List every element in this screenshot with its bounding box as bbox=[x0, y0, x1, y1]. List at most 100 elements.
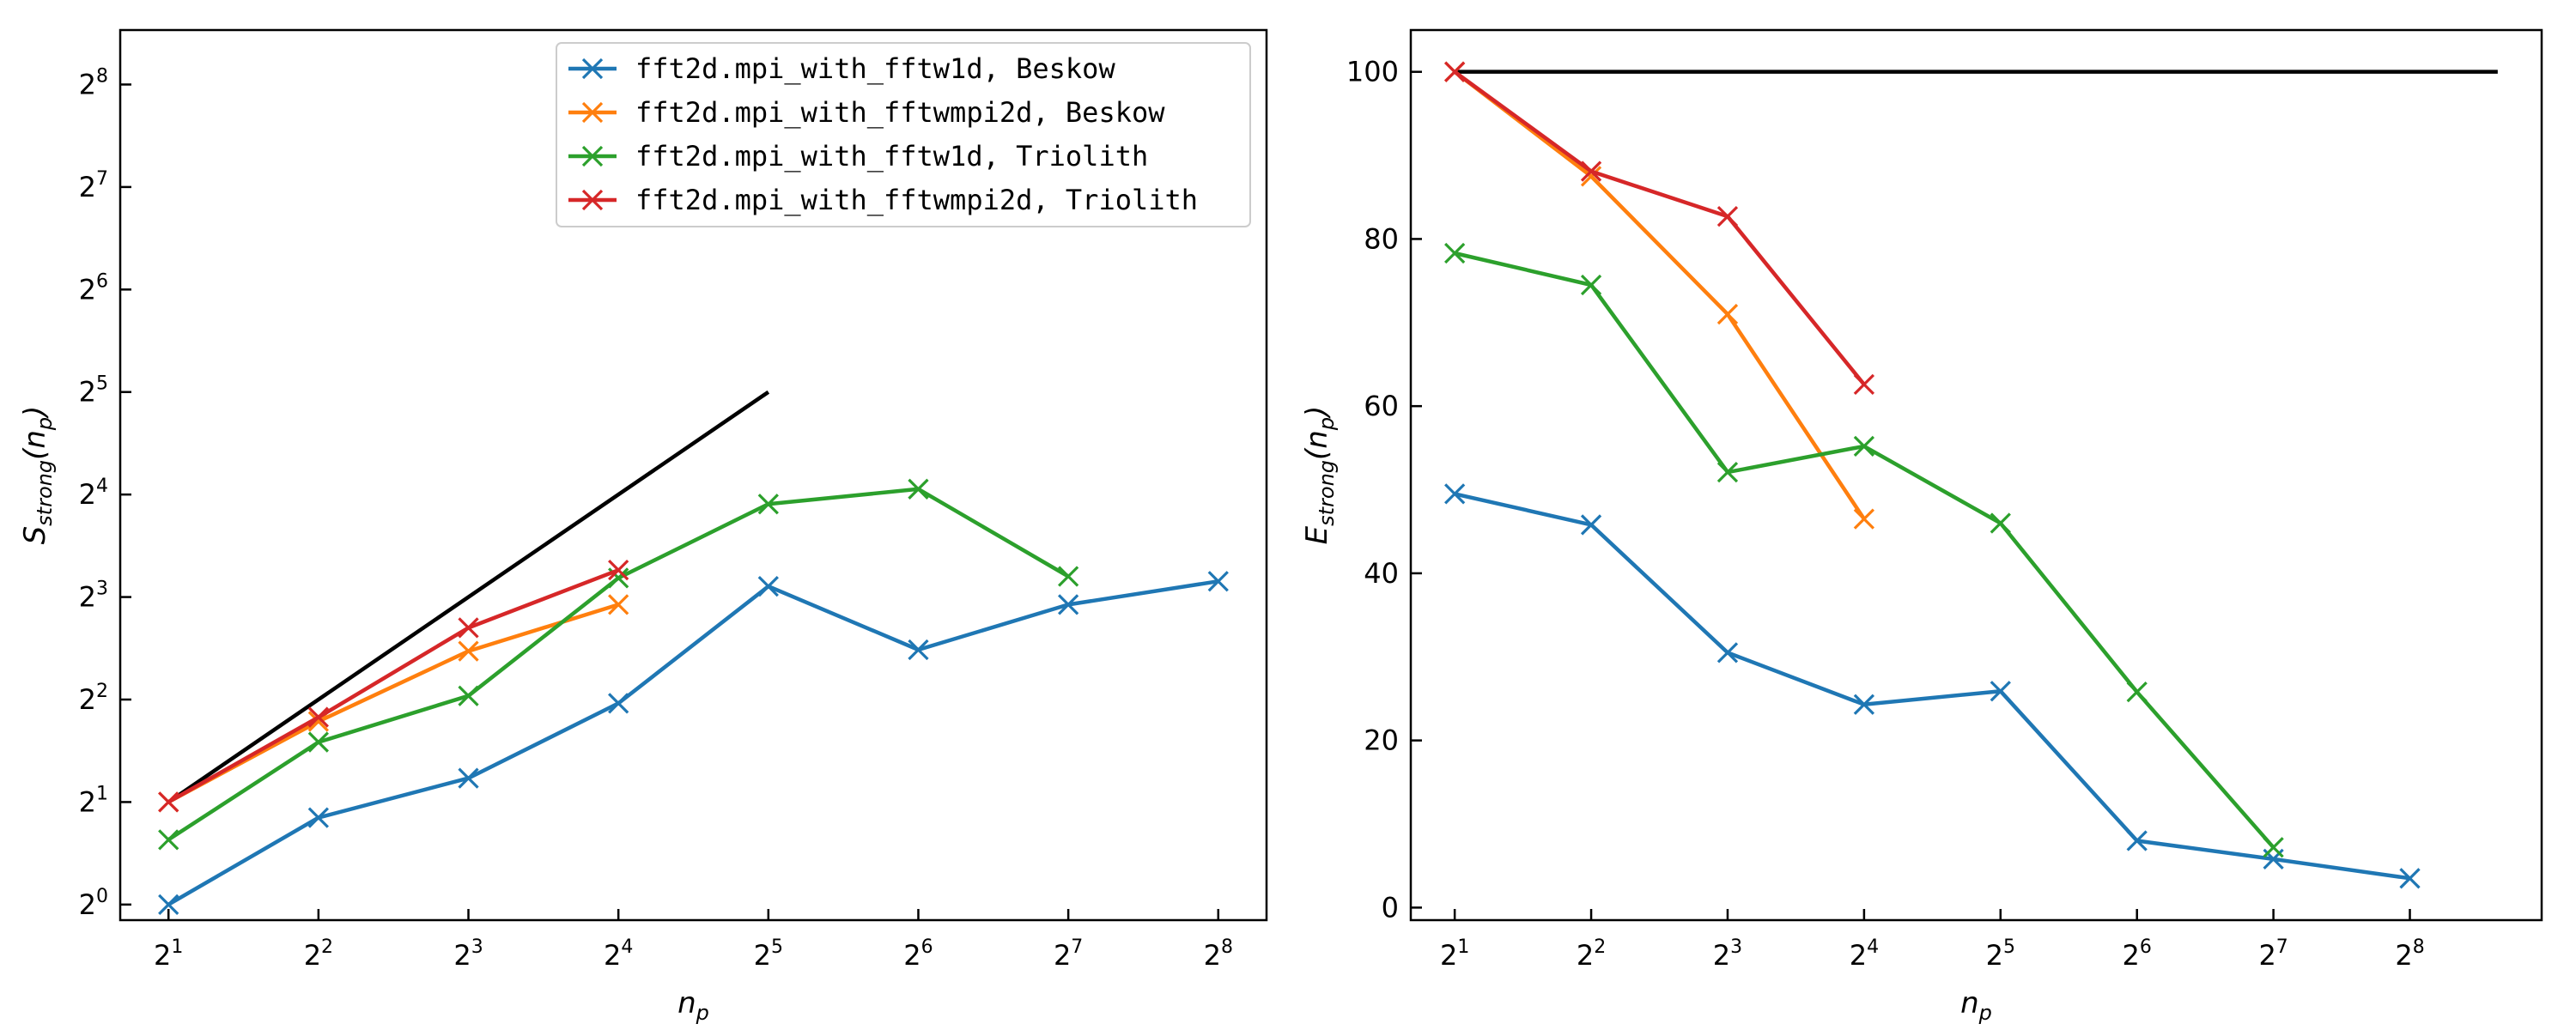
legend-entry-label: fft2d.mpi_with_fftwmpi2d, Beskow bbox=[635, 96, 1165, 129]
left-y-tick-label: 28 bbox=[79, 65, 108, 100]
left-data-point bbox=[458, 640, 479, 662]
right-data-point bbox=[1580, 274, 1602, 296]
left-x-tick-label: 25 bbox=[754, 936, 783, 972]
left-data-point bbox=[307, 731, 330, 753]
left-y-axis-label: Sstrong(np) bbox=[18, 406, 57, 545]
right-data-point bbox=[2399, 868, 2421, 889]
right-axes-frame bbox=[1409, 28, 2543, 922]
left-data-point bbox=[158, 791, 179, 813]
right-data-point bbox=[2263, 837, 2284, 858]
left-data-point bbox=[307, 807, 330, 828]
right-chart-panel: 21 22 23 24 25 26 27 28 0 20 40 60 80 100 np Estrong(np… bbox=[1300, 28, 2543, 1025]
left-x-tick-label: 21 bbox=[154, 936, 183, 972]
left-data-point bbox=[757, 494, 779, 515]
left-data-point bbox=[1207, 571, 1229, 592]
left-data-point bbox=[608, 594, 629, 615]
right-x-tick-label: 25 bbox=[1986, 936, 2015, 972]
right-y-tick-label: 60 bbox=[1364, 390, 1399, 422]
legend-swatch-marker bbox=[581, 101, 604, 124]
right-data-point bbox=[1444, 61, 1466, 82]
right-data-point bbox=[1716, 642, 1739, 663]
right-data-point bbox=[1580, 514, 1602, 536]
left-data-point bbox=[608, 693, 629, 714]
left-data-point bbox=[608, 560, 629, 581]
right-data-point bbox=[1580, 161, 1602, 182]
right-y-tick-label: 40 bbox=[1364, 557, 1399, 590]
right-y-tick-label: 80 bbox=[1364, 222, 1399, 255]
right-y-tick-label: 20 bbox=[1364, 724, 1399, 757]
right-data-point bbox=[1580, 166, 1602, 187]
right-x-tick-label: 23 bbox=[1713, 936, 1742, 972]
left-x-axis-label: np bbox=[677, 986, 709, 1025]
right-data-point bbox=[1444, 242, 1466, 264]
right-data-point bbox=[1716, 206, 1739, 227]
left-ideal-reference-line bbox=[167, 390, 770, 804]
left-series-3 bbox=[158, 560, 629, 813]
right-data-point bbox=[1853, 694, 1875, 715]
left-series-2 bbox=[158, 478, 1079, 851]
left-y-tick-label: 26 bbox=[79, 270, 108, 306]
left-y-tick-label: 24 bbox=[79, 476, 108, 511]
right-data-point bbox=[1716, 461, 1739, 483]
right-data-point bbox=[1853, 508, 1875, 530]
right-x-tick-label: 28 bbox=[2395, 936, 2424, 972]
left-data-point bbox=[458, 767, 479, 789]
right-data-point bbox=[1853, 435, 1875, 457]
right-data-point bbox=[2126, 682, 2148, 703]
left-x-tick-label: 28 bbox=[1204, 936, 1233, 972]
left-x-tick-label: 24 bbox=[604, 936, 633, 972]
right-series-3 bbox=[1444, 61, 1875, 395]
left-y-tick-label: 25 bbox=[79, 373, 108, 409]
left-series-line bbox=[167, 603, 619, 804]
right-x-tick-label: 22 bbox=[1577, 936, 1606, 972]
left-data-point bbox=[158, 894, 179, 915]
right-data-point bbox=[1990, 512, 2011, 534]
right-y-tick-label: 0 bbox=[1382, 891, 1399, 924]
right-x-tick-label: 21 bbox=[1440, 936, 1469, 972]
right-data-point bbox=[1990, 681, 2011, 702]
left-x-tick-label: 22 bbox=[304, 936, 333, 972]
legend-entry-label: fft2d.mpi_with_fftwmpi2d, Triolith bbox=[635, 184, 1198, 216]
left-y-tick-label: 23 bbox=[79, 579, 108, 614]
right-x-tick-label: 24 bbox=[1850, 936, 1879, 972]
legend-box bbox=[556, 42, 1251, 227]
left-data-point bbox=[757, 575, 779, 597]
left-data-point bbox=[458, 685, 479, 706]
legend-entry-label: fft2d.mpi_with_fftw1d, Beskow bbox=[635, 52, 1115, 85]
left-data-point bbox=[1057, 594, 1079, 615]
left-x-tick-label: 27 bbox=[1054, 936, 1083, 972]
right-data-point bbox=[2126, 830, 2148, 851]
legend-entry-label: fft2d.mpi_with_fftw1d, Triolith bbox=[635, 140, 1148, 173]
right-series-line bbox=[1454, 492, 2410, 881]
left-data-point bbox=[458, 617, 479, 639]
right-x-tick-label: 26 bbox=[2123, 936, 2152, 972]
right-series-0 bbox=[1444, 483, 2421, 889]
left-series-line bbox=[167, 579, 1219, 906]
right-y-tick-label: 100 bbox=[1346, 56, 1399, 88]
left-y-tick-label: 20 bbox=[79, 886, 108, 921]
left-data-point bbox=[1057, 566, 1079, 587]
legend-swatch-marker bbox=[581, 58, 604, 80]
legend-swatch-marker bbox=[581, 189, 604, 211]
left-x-tick-label: 23 bbox=[453, 936, 483, 972]
left-data-point bbox=[307, 706, 330, 728]
right-data-point bbox=[1853, 373, 1875, 395]
left-y-tick-label: 22 bbox=[79, 681, 108, 716]
right-series-line bbox=[1453, 70, 1866, 386]
left-y-tick-label: 27 bbox=[79, 168, 108, 203]
right-series-line bbox=[1453, 70, 1866, 520]
left-series-0 bbox=[158, 571, 1229, 915]
left-series-line bbox=[167, 568, 620, 804]
right-x-axis-label: np bbox=[1960, 986, 1992, 1025]
left-data-point bbox=[908, 639, 929, 661]
chart-legend: fft2d.mpi_with_fftw1d, Beskow fft2d.mpi_w… bbox=[556, 42, 1251, 227]
right-data-point bbox=[1444, 483, 1466, 505]
right-series-2 bbox=[1444, 242, 2284, 858]
legend-swatch-marker bbox=[581, 145, 604, 167]
left-axes-frame bbox=[118, 28, 1268, 922]
left-chart-panel: 21 22 23 24 25 26 27 28 20 21 22 23 24 25 26 27 28 np Sstr… bbox=[18, 28, 1268, 1025]
left-y-tick-label: 21 bbox=[79, 783, 108, 818]
left-x-tick-label: 26 bbox=[903, 936, 933, 972]
right-series-line bbox=[1454, 251, 2275, 849]
